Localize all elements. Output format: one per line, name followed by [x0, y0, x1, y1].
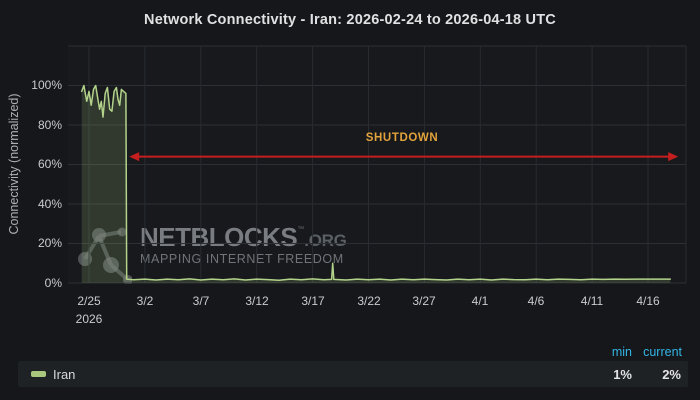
legend-row-iran[interactable]: Iran 1% 2% [18, 361, 688, 387]
shutdown-annotation-label: SHUTDOWN [365, 132, 439, 144]
x-tick: 3/17 [301, 294, 325, 308]
y-tick: 60% [37, 157, 62, 171]
y-tick: 0% [44, 276, 62, 290]
legend-current-value: 2% [662, 366, 681, 382]
y-tick: 20% [37, 236, 62, 250]
x-tick: 3/2 [136, 294, 154, 308]
legend-series-name[interactable]: Iran [53, 366, 76, 382]
legend-column-current: current [643, 345, 682, 359]
watermark-brand: NETBLOCKS [140, 222, 298, 252]
y-tick: 40% [37, 197, 62, 211]
y-tick: 80% [37, 118, 62, 132]
x-axis-year: 2026 [75, 312, 103, 326]
legend-series-swatch [31, 371, 46, 377]
legend-column-min: min [611, 345, 632, 359]
x-tick: 3/27 [412, 294, 436, 308]
x-tick: 3/22 [357, 294, 381, 308]
watermark-tm: ™ [297, 226, 305, 233]
x-tick: 4/1 [471, 294, 489, 308]
watermark-suffix: .ORG [304, 231, 347, 250]
panel-title: Network Connectivity - Iran: 2026-02-24 … [144, 12, 556, 28]
x-tick: 4/11 [580, 294, 604, 308]
watermark-tagline: MAPPING INTERNET FREEDOM [140, 252, 344, 266]
netblocks-watermark: NETBLOCKS ™ .ORG MAPPING INTERNET FREEDO… [78, 224, 347, 284]
x-tick: 4/16 [636, 294, 660, 308]
legend-min-value: 1% [613, 366, 632, 382]
x-tick: 2/25 [77, 294, 101, 308]
x-tick: 4/6 [527, 294, 545, 308]
x-tick: 3/12 [245, 294, 269, 308]
x-tick: 3/7 [192, 294, 210, 308]
y-tick: 100% [31, 78, 62, 92]
